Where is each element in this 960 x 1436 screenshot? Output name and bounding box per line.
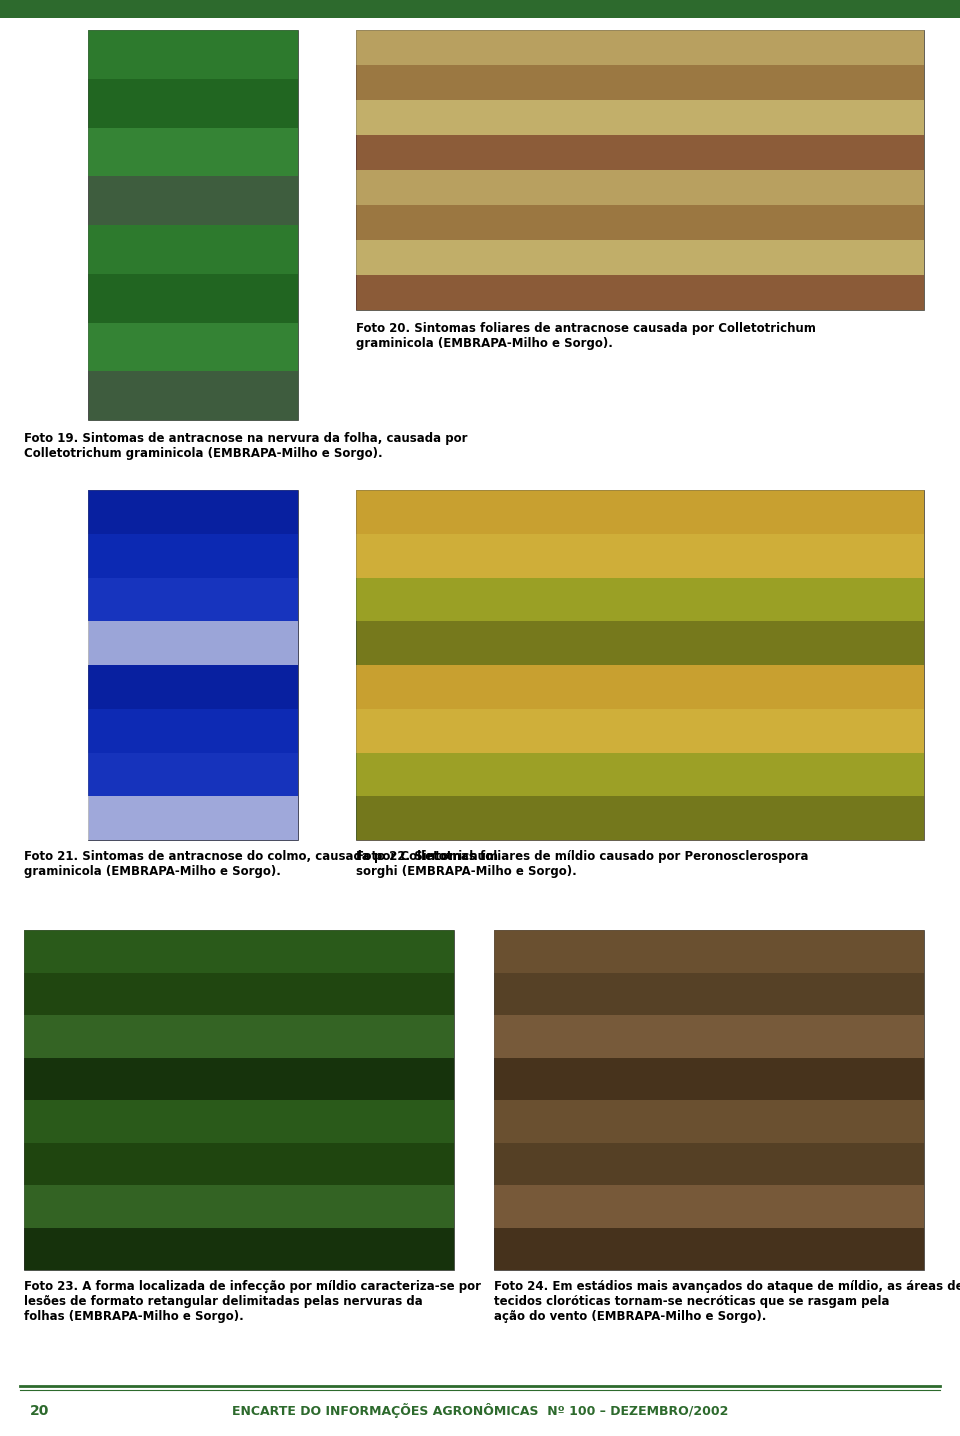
Bar — [24, 1143, 454, 1185]
Bar — [88, 534, 298, 577]
Bar — [88, 752, 298, 796]
Bar — [24, 931, 454, 972]
Bar — [88, 490, 298, 840]
Text: Foto 22. Sintomas foliares de míldio causado por Peronosclerospora
sorghi (EMBRA: Foto 22. Sintomas foliares de míldio cau… — [356, 850, 808, 877]
Bar — [356, 796, 924, 840]
Bar — [356, 490, 924, 840]
Bar — [494, 1185, 924, 1228]
Bar — [24, 931, 454, 1269]
Bar — [88, 577, 298, 622]
Bar — [88, 709, 298, 752]
Bar — [356, 665, 924, 709]
Text: Foto 21. Sintomas de antracnose do colmo, causada por Colletotrichum
graminicola: Foto 21. Sintomas de antracnose do colmo… — [24, 850, 498, 877]
Bar — [356, 169, 924, 205]
Bar — [88, 30, 298, 79]
Bar — [88, 128, 298, 177]
Bar — [356, 622, 924, 665]
Bar — [494, 1057, 924, 1100]
Bar — [88, 796, 298, 840]
Bar — [88, 30, 298, 419]
Bar — [88, 323, 298, 372]
Bar — [356, 752, 924, 796]
Bar — [356, 240, 924, 276]
Bar — [24, 1015, 454, 1057]
Bar — [24, 1100, 454, 1143]
Bar — [494, 931, 924, 1269]
Bar — [356, 101, 924, 135]
Bar — [88, 177, 298, 225]
Bar — [88, 665, 298, 709]
Bar — [356, 30, 924, 65]
Bar — [88, 274, 298, 323]
Bar — [88, 79, 298, 128]
Text: Foto 23. A forma localizada de infecção por míldio caracteriza-se por
lesões de : Foto 23. A forma localizada de infecção … — [24, 1279, 481, 1323]
Bar — [356, 534, 924, 577]
Bar — [494, 972, 924, 1015]
Bar — [24, 1228, 454, 1269]
Bar — [494, 1228, 924, 1269]
Text: 20: 20 — [30, 1404, 49, 1417]
Bar — [24, 1185, 454, 1228]
Bar — [24, 972, 454, 1015]
Bar — [356, 709, 924, 752]
Bar — [356, 490, 924, 534]
Bar — [88, 622, 298, 665]
Bar — [88, 225, 298, 274]
Bar — [24, 1057, 454, 1100]
Bar — [0, 0, 960, 19]
Bar — [356, 135, 924, 169]
Bar — [356, 30, 924, 310]
Bar — [494, 931, 924, 972]
Bar — [88, 490, 298, 534]
Bar — [494, 1143, 924, 1185]
Text: Foto 20. Sintomas foliares de antracnose causada por Colletotrichum
graminicola : Foto 20. Sintomas foliares de antracnose… — [356, 322, 816, 350]
Bar — [494, 1100, 924, 1143]
Bar — [88, 372, 298, 419]
Text: Foto 24. Em estádios mais avançados do ataque de míldio, as áreas de
tecidos clo: Foto 24. Em estádios mais avançados do a… — [494, 1279, 960, 1323]
Bar — [356, 577, 924, 622]
Text: Foto 19. Sintomas de antracnose na nervura da folha, causada por
Colletotrichum : Foto 19. Sintomas de antracnose na nervu… — [24, 432, 468, 460]
Text: ENCARTE DO INFORMAÇÕES AGRONÔMICAS  Nº 100 – DEZEMBRO/2002: ENCARTE DO INFORMAÇÕES AGRONÔMICAS Nº 10… — [231, 1403, 729, 1419]
Bar — [356, 276, 924, 310]
Bar — [356, 205, 924, 240]
Bar — [494, 1015, 924, 1057]
Bar — [356, 65, 924, 101]
